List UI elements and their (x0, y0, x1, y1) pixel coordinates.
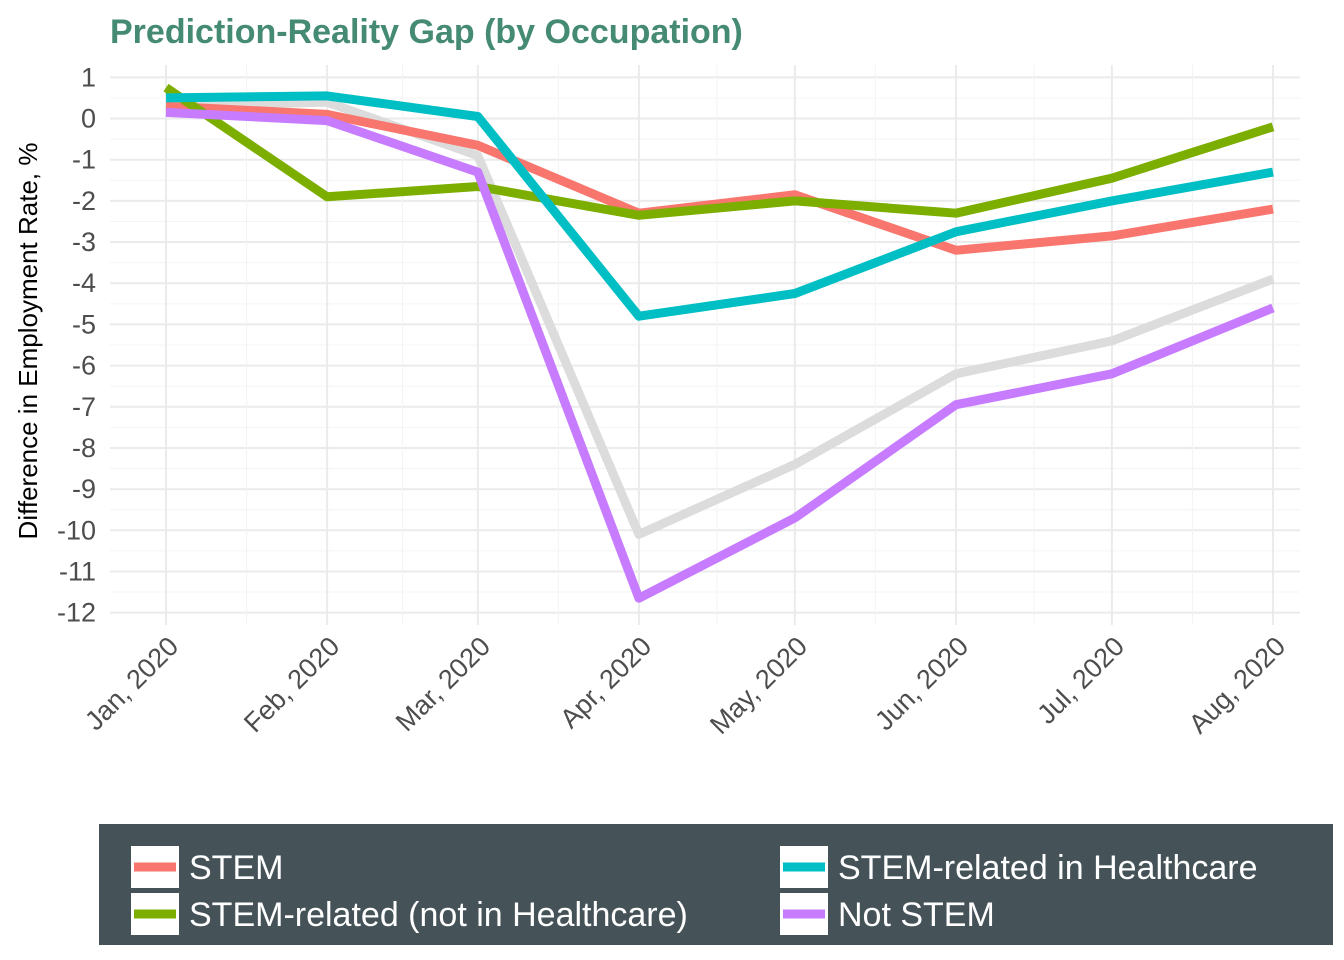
y-axis-ticks: 1 0 -1 -2 -3 -4 -5 -6 -7 -8 -9 -10 -11 -12 (57, 62, 96, 627)
y-tick-label: -11 (59, 556, 96, 586)
x-tick-label: Jan, 2020 (79, 631, 184, 736)
x-axis-ticks: Jan, 2020 Feb, 2020 Mar, 2020 Apr, 2020 May,… (79, 631, 1291, 740)
y-tick-label: 1 (81, 62, 96, 92)
x-tick-label: Jun, 2020 (869, 631, 974, 736)
y-tick-label: -2 (72, 186, 96, 216)
legend-label: STEM (189, 849, 283, 887)
legend: STEM STEM-related (not in Healthcare) STEM… (99, 824, 1333, 945)
y-tick-label: -10 (57, 515, 96, 545)
y-tick-label: -6 (72, 351, 96, 381)
series-line-stem-related-not-in-healthcare (163, 83, 1275, 220)
y-tick-label: -5 (72, 309, 96, 339)
y-axis-title: Difference in Employment Rate, % (13, 143, 43, 540)
legend-background (99, 824, 1333, 945)
x-tick-label: Apr, 2020 (554, 631, 657, 734)
series-lines (163, 83, 1275, 603)
series-line-not-stem (165, 107, 1275, 603)
x-tick-label: May, 2020 (704, 631, 813, 740)
y-tick-label: -3 (72, 227, 96, 257)
series-line-stem-related-in-healthcare (165, 91, 1274, 321)
y-tick-label: -8 (72, 433, 96, 463)
legend-label: STEM-related (not in Healthcare) (189, 896, 688, 934)
y-tick-label: -9 (72, 474, 96, 504)
y-tick-label: -4 (72, 268, 96, 298)
y-tick-label: -12 (57, 598, 96, 628)
x-tick-label: Feb, 2020 (238, 631, 345, 738)
legend-label: STEM-related in Healthcare (838, 849, 1258, 887)
x-tick-label: Jul, 2020 (1031, 631, 1130, 730)
x-tick-label: Mar, 2020 (390, 631, 496, 737)
y-tick-label: 0 (81, 104, 96, 134)
grid (110, 65, 1300, 625)
y-tick-label: -7 (72, 392, 96, 422)
x-tick-label: Aug, 2020 (1183, 631, 1291, 739)
legend-label: Not STEM (838, 896, 995, 934)
background-series-line (165, 97, 1275, 539)
y-tick-label: -1 (72, 145, 96, 175)
chart-title: Prediction-Reality Gap (by Occupation) (110, 13, 743, 51)
